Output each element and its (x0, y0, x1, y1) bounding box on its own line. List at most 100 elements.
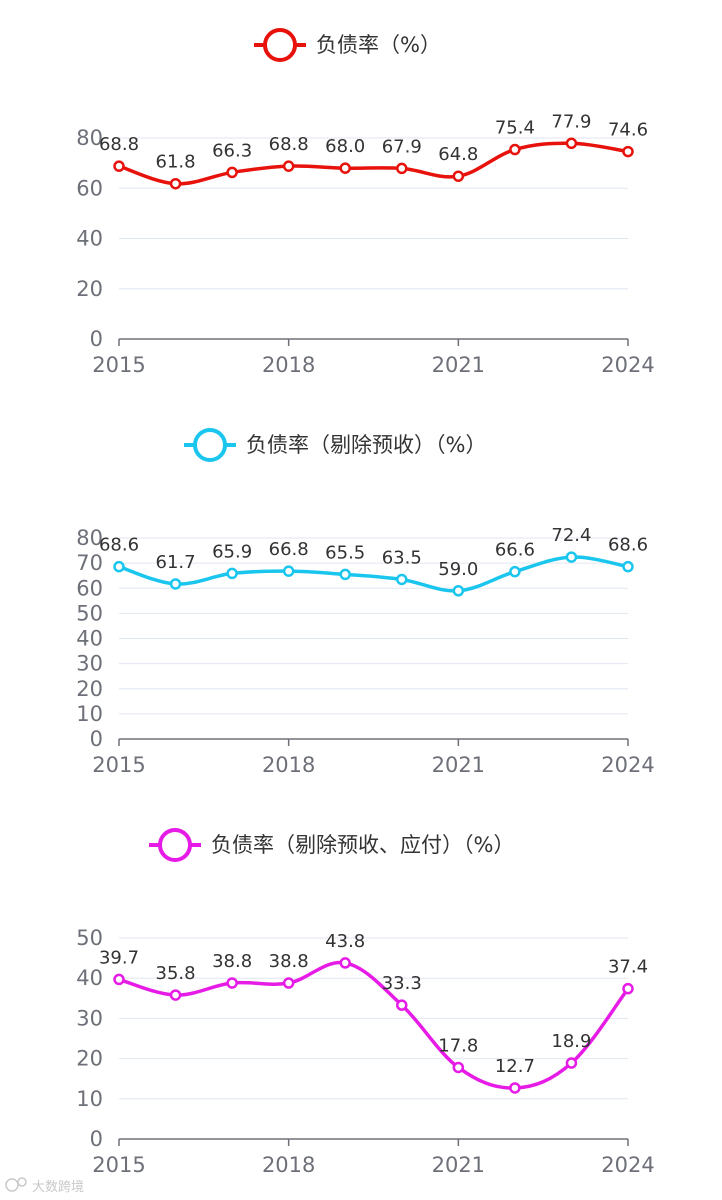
chart1-data-label: 75.4 (495, 118, 535, 139)
chart2-y-tick-label: 40 (76, 627, 103, 651)
chart3-data-label: 12.7 (495, 1056, 535, 1077)
chart3-data-point (339, 957, 351, 969)
chart1-y-tick-label: 0 (90, 327, 103, 351)
chart3-x-tick-label: 2018 (262, 1153, 315, 1177)
chart2-data-point (565, 551, 578, 563)
chart3-data-label: 38.8 (212, 951, 252, 972)
chart1-x-tick-label: 2021 (432, 353, 485, 377)
chart1-y-tick-label: 80 (76, 126, 103, 150)
chart2-y-tick-label: 10 (76, 702, 103, 726)
chart2-legend-label: 负债率（剔除预收）（%） (246, 433, 486, 457)
chart3-data-label: 39.7 (99, 947, 139, 968)
chart1-data-point (396, 162, 408, 175)
chart3-data-label: 43.8 (325, 931, 365, 952)
chart3-data-point (282, 977, 295, 989)
chart2-series-line (118, 555, 629, 593)
chart3-x-tick-label: 2021 (432, 1153, 485, 1177)
chart1-x-tick-label: 2018 (262, 353, 315, 377)
chart2-x-tick-label: 2018 (262, 753, 315, 777)
chart3-data-label: 37.4 (608, 957, 648, 978)
chart2-y-tick-label: 60 (76, 576, 103, 600)
chart1-data-point (339, 162, 351, 174)
chart1-data-point (565, 137, 578, 150)
chart2-data-label: 65.5 (325, 542, 365, 563)
chart3-data-point (226, 977, 238, 989)
chart2-data-point (339, 568, 351, 581)
chart3-data-label: 18.9 (551, 1031, 591, 1052)
chart3-data-point (509, 1082, 521, 1094)
chart3-data-label: 35.8 (156, 963, 196, 984)
chart1-data-point (282, 160, 295, 172)
chart2-y-tick-label: 20 (76, 677, 103, 701)
chart2-data-label: 59.0 (438, 559, 478, 580)
chart1-data-point (169, 177, 182, 190)
chart2-x-tick-label: 2021 (432, 753, 485, 777)
chart1-data-point (113, 160, 125, 172)
chart1-data-label: 61.8 (156, 152, 196, 173)
chart1-data-point (226, 166, 238, 179)
chart1-data-label: 74.6 (608, 120, 648, 141)
chart2-y-tick-label: 30 (76, 652, 103, 676)
chart2-data-point (282, 565, 295, 577)
chart1-data-label: 68.8 (269, 134, 309, 155)
chart3-data-point (396, 999, 408, 1011)
chart2-data-point (396, 573, 408, 586)
chart2-data-label: 72.4 (551, 525, 591, 546)
chart3-y-tick-label: 20 (76, 1047, 103, 1071)
chart3-data-point (452, 1061, 465, 1074)
chart2-data-point (622, 560, 634, 573)
chart3-series-line (118, 960, 630, 1090)
chart3-x-tick-label: 2015 (92, 1153, 145, 1177)
chart3-y-tick-label: 40 (76, 966, 103, 990)
chart1-data-label: 67.9 (382, 136, 422, 157)
chart2-y-tick-label: 0 (90, 727, 103, 751)
chart3-data-label: 33.3 (382, 973, 422, 994)
chart3-data-point (113, 973, 125, 986)
chart3-data-point (565, 1057, 578, 1069)
chart3-data-label: 38.8 (269, 951, 309, 972)
chart2-data-point (226, 567, 238, 580)
chart3-legend-label: 负债率（剔除预收、应付）（%） (211, 833, 514, 857)
chart3-y-tick-label: 0 (90, 1127, 103, 1151)
chart1-data-label: 68.0 (325, 136, 365, 157)
chart1-series-line (118, 141, 629, 186)
chart2-data-label: 66.8 (269, 539, 309, 560)
chart3-legend-marker (158, 828, 192, 862)
chart1-data-point (509, 143, 521, 156)
chart3-x-tick-label: 2024 (601, 1153, 654, 1177)
chart3-y-tick-label: 50 (76, 926, 103, 950)
chart1-data-point (622, 145, 634, 158)
watermark-text: 大数跨境 (32, 1180, 84, 1195)
chart3-data-point (169, 989, 182, 1001)
chart1-data-point (452, 170, 465, 182)
chart2-y-tick-label: 70 (76, 551, 103, 575)
chart1-data-label: 77.9 (551, 111, 591, 132)
chart1-y-tick-label: 40 (76, 227, 103, 251)
chart1-data-label: 64.8 (438, 144, 478, 165)
chart1-x-tick-label: 2024 (601, 353, 654, 377)
watermark-logo-icon (5, 1177, 27, 1192)
chart2-data-label: 63.5 (382, 547, 422, 568)
chart1-data-label: 68.8 (99, 134, 139, 155)
chart3-data-label: 17.8 (438, 1035, 478, 1056)
chart2-y-tick-label: 80 (76, 526, 103, 550)
chart2-data-point (113, 560, 125, 573)
chart1-y-tick-label: 60 (76, 176, 103, 200)
chart2-data-label: 68.6 (608, 535, 648, 556)
chart2-x-tick-label: 2024 (601, 753, 654, 777)
chart2-data-point (169, 578, 182, 590)
chart2-data-label: 66.6 (495, 540, 535, 561)
chart3-data-point (622, 982, 634, 995)
chart2-data-label: 68.6 (99, 535, 139, 556)
chart2-data-label: 61.7 (156, 552, 196, 573)
chart1-x-tick-label: 2015 (92, 353, 145, 377)
chart3-y-tick-label: 10 (76, 1087, 103, 1111)
chart2-legend-marker (193, 428, 227, 462)
chart1-y-tick-label: 20 (76, 277, 103, 301)
chart1-data-label: 66.3 (212, 140, 252, 161)
chart2-data-point (452, 585, 465, 597)
chart3-y-tick-label: 30 (76, 1006, 103, 1030)
chart1-legend-label: 负债率（%） (316, 33, 441, 57)
